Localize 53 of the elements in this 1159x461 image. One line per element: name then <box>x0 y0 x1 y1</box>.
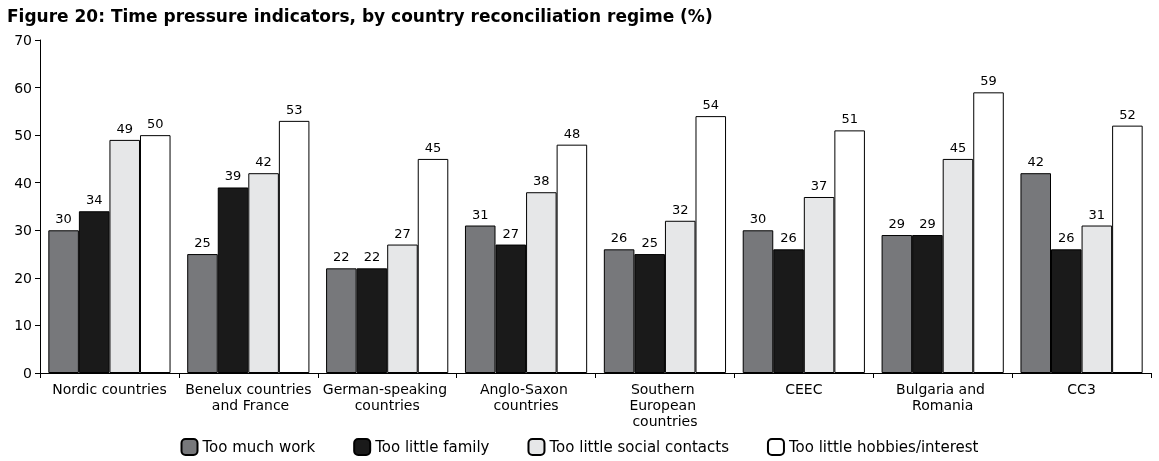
x-tick-label: Southern European countries <box>629 381 701 429</box>
x-tick-label: Bulgaria and Romania <box>896 381 990 413</box>
data-label: 32 <box>671 201 689 217</box>
data-label: 49 <box>116 120 133 136</box>
data-label: 22 <box>363 249 381 265</box>
y-tick-label: 30 <box>14 222 32 239</box>
data-label: 26 <box>1058 230 1075 246</box>
data-label: 26 <box>610 230 628 246</box>
y-tick-label: 20 <box>14 269 32 286</box>
y-tick-label: 60 <box>14 79 32 96</box>
legend-label: Too little family <box>374 438 490 456</box>
y-tick-label: 0 <box>23 365 32 381</box>
x-tick-label: CEEC <box>785 381 823 397</box>
data-label: 31 <box>1088 206 1106 222</box>
y-tick-label: 40 <box>14 174 32 191</box>
x-tick-label: CC3 <box>1067 381 1096 397</box>
x-tick-label: Nordic countries <box>52 381 167 397</box>
data-label: 42 <box>1027 154 1045 170</box>
data-label: 59 <box>980 73 997 89</box>
legend-label: Too little hobbies/interest <box>787 438 979 456</box>
data-label: 37 <box>810 177 828 193</box>
data-label: 30 <box>55 211 72 227</box>
y-tick-label: 10 <box>14 317 32 334</box>
data-label: 30 <box>749 211 767 227</box>
data-label: 50 <box>146 116 164 132</box>
data-label: 42 <box>255 154 272 170</box>
x-tick-label: Benelux countries and France <box>185 381 312 413</box>
data-label: 38 <box>533 173 550 189</box>
data-label: 51 <box>841 111 858 127</box>
data-label: 31 <box>471 206 489 222</box>
data-label: 45 <box>424 139 442 155</box>
legend-label: Too much work <box>201 438 316 456</box>
data-label: 39 <box>224 168 242 184</box>
chart-title: Figure 20: Time pressure indicators, by country reconciliation regime (%) <box>7 5 713 26</box>
data-label: 25 <box>641 235 658 251</box>
data-label: 29 <box>919 216 936 232</box>
data-label: 34 <box>85 192 103 208</box>
x-tick-label: Anglo-Saxon countries <box>479 381 573 413</box>
y-tick-label: 70 <box>14 32 32 48</box>
data-label: 48 <box>563 125 581 141</box>
data-label: 27 <box>502 225 520 241</box>
data-label: 53 <box>285 101 303 117</box>
x-tick-label: German-speaking countries <box>322 381 452 413</box>
data-label: 45 <box>949 139 967 155</box>
y-tick-label: 50 <box>14 127 32 144</box>
data-label: 54 <box>702 97 720 113</box>
data-label: 27 <box>394 225 411 241</box>
data-label: 29 <box>888 216 906 232</box>
data-label: 26 <box>780 230 797 246</box>
data-label: 22 <box>333 249 350 265</box>
data-label: 25 <box>194 235 211 251</box>
data-label: 52 <box>1119 106 1136 122</box>
legend-label: Too little social contacts <box>548 438 730 456</box>
